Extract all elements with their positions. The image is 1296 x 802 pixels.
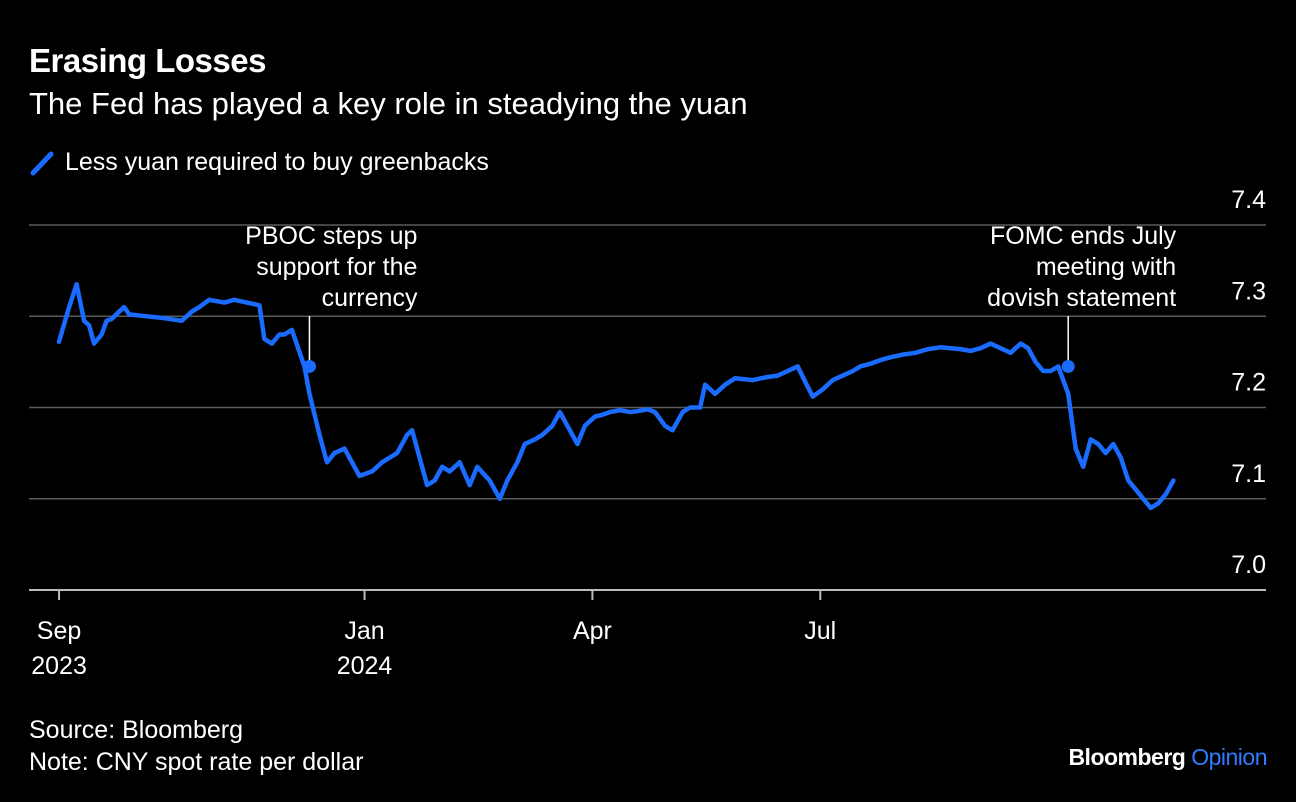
chart-subtitle: The Fed has played a key role in steadyi… <box>29 86 748 121</box>
x-tick-label: Jul <box>804 617 836 645</box>
annotation-marker <box>1061 359 1075 373</box>
brand-logo: Bloomberg Opinion <box>1068 744 1267 771</box>
source-text: Source: Bloomberg <box>29 716 244 744</box>
x-tick-year-label: 2023 <box>31 652 87 680</box>
series-line <box>56 282 1176 511</box>
y-tick-label: 7.4 <box>1231 186 1266 214</box>
annotation-label: FOMC ends July <box>990 222 1177 250</box>
annotation-label: meeting with <box>1036 253 1176 281</box>
note-text: Note: CNY spot rate per dollar <box>29 748 364 776</box>
x-tick-label: Apr <box>573 617 612 645</box>
brand-name: Bloomberg <box>1068 744 1186 770</box>
annotation-marker <box>302 359 316 373</box>
legend-label: Less yuan required to buy greenbacks <box>65 148 489 176</box>
chart-title: Erasing Losses <box>29 42 266 79</box>
annotation-label: currency <box>322 284 418 312</box>
annotation-label: dovish statement <box>987 284 1176 312</box>
annotation-label: support for the <box>256 253 417 281</box>
x-tick-label: Sep <box>37 617 81 645</box>
brand-suffix: Opinion <box>1191 744 1267 770</box>
y-tick-label: 7.1 <box>1231 460 1266 488</box>
y-tick-label: 7.0 <box>1231 551 1266 579</box>
annotation-label: PBOC steps up <box>245 222 417 250</box>
legend-line-icon <box>30 151 54 175</box>
legend: Less yuan required to buy greenbacks <box>29 148 489 177</box>
x-tick-label: Jan <box>344 617 384 645</box>
y-tick-label: 7.2 <box>1231 369 1266 397</box>
x-tick-year-label: 2024 <box>337 652 393 680</box>
y-tick-label: 7.3 <box>1231 277 1266 305</box>
